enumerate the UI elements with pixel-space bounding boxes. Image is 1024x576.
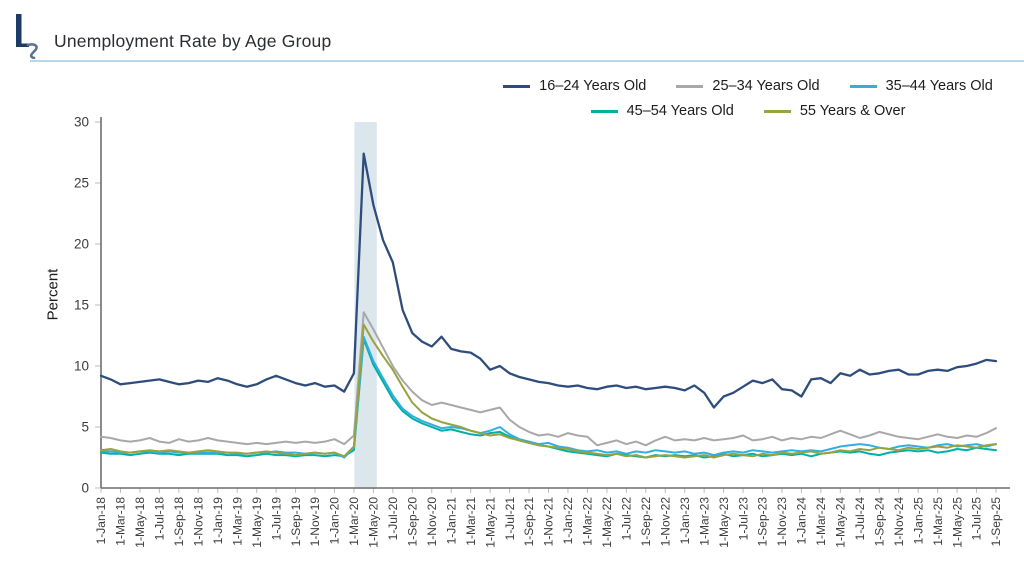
x-tick-label: 1-May-24	[834, 497, 848, 548]
ls-logo-icon	[16, 14, 38, 59]
x-tick-label: 1-Nov-22	[658, 497, 672, 547]
y-axis-title: Percent	[44, 268, 62, 321]
x-tick-label: 1-Mar-21	[464, 497, 478, 546]
x-tick-label: 1-Sep-20	[406, 497, 420, 547]
x-tick-label: 1-Nov-18	[191, 497, 205, 547]
x-tick-label: 1-Mar-24	[814, 497, 828, 546]
x-tick-label: 1-Jan-23	[678, 497, 692, 545]
x-tick-label: 1-Mar-25	[931, 497, 945, 546]
x-tick-label: 1-Sep-18	[172, 497, 186, 547]
x-tick-label: 1-Mar-19	[230, 497, 244, 546]
x-tick-label: 1-Sep-24	[872, 497, 886, 547]
x-tick-label: 1-Jul-24	[853, 497, 867, 541]
x-tick-label: 1-Mar-18	[114, 497, 128, 546]
x-tick-label: 1-Jan-19	[211, 497, 225, 545]
x-tick-label: 1-Mar-23	[697, 497, 711, 546]
y-tick-label: 15	[74, 298, 89, 313]
x-tick-label: 1-Sep-23	[756, 497, 770, 547]
legend-swatch-icon	[676, 84, 704, 88]
x-tick-label: 1-Jul-19	[269, 497, 283, 541]
legend-item: 16–24 Years Old	[503, 78, 646, 94]
legend-item: 55 Years & Over	[763, 103, 906, 119]
x-tick-label: 1-Nov-23	[775, 497, 789, 547]
x-tick-label: 1-Sep-19	[289, 497, 303, 547]
legend-row: 16–24 Years Old 25–34 Years Old 35–44 Year…	[503, 78, 993, 94]
x-tick-label: 1-Nov-20	[425, 497, 439, 547]
x-tick-label: 1-Sep-21	[522, 497, 536, 547]
series-line-45-54-years-old	[100, 338, 997, 459]
legend-label: 16–24 Years Old	[539, 78, 647, 94]
x-tick-label: 1-Sep-22	[639, 497, 653, 547]
x-tick-label: 1-Jan-21	[444, 497, 458, 545]
legend-swatch-icon	[763, 109, 791, 113]
x-tick-label: 1-Jan-20	[328, 497, 342, 545]
x-tick-label: 1-Jan-25	[911, 497, 925, 545]
x-tick-label: 1-May-23	[717, 497, 731, 548]
x-tick-label: 1-Jan-22	[561, 497, 575, 545]
x-tick-label: 1-Jul-18	[153, 497, 167, 541]
page-title: Unemployment Rate by Age Group	[54, 31, 332, 51]
x-tick-label: 1-Mar-20	[347, 497, 361, 546]
x-tick-label: 1-Jul-20	[386, 497, 400, 541]
x-tick-label: 1-May-25	[950, 497, 964, 548]
x-tick-label: 1-May-20	[367, 497, 381, 548]
legend-swatch-icon	[503, 84, 531, 88]
y-tick-label: 30	[74, 115, 89, 130]
legend-label: 25–34 Years Old	[712, 78, 820, 94]
x-tick-label: 1-Nov-24	[892, 497, 906, 547]
x-tick-label: 1-Jul-22	[620, 497, 634, 541]
legend-label: 35–44 Years Old	[885, 78, 993, 94]
x-tick-label: 1-Jul-25	[970, 497, 984, 541]
x-tick-label: 1-Mar-22	[581, 497, 595, 546]
y-tick-label: 10	[74, 359, 89, 374]
y-tick-label: 0	[81, 481, 89, 496]
x-tick-label: 1-May-18	[133, 497, 147, 548]
series-line-25-34-years-old	[100, 311, 997, 447]
x-tick-label: 1-May-19	[250, 497, 264, 548]
header-divider	[30, 60, 1024, 62]
x-tick-label: 1-Nov-21	[542, 497, 556, 547]
chart-legend: 16–24 Years Old 25–34 Years Old 35–44 Year…	[478, 78, 1018, 119]
x-tick-label: 1-May-21	[483, 497, 497, 548]
header: Unemployment Rate by Age Group	[0, 0, 1024, 62]
x-tick-label: 1-Jul-23	[736, 497, 750, 541]
series-line-35-44-years-old	[100, 335, 997, 459]
x-tick-label: 1-May-22	[600, 497, 614, 548]
legend-row: 45–54 Years Old 55 Years & Over	[590, 103, 906, 119]
x-tick-label: 1-Jul-21	[503, 497, 517, 541]
legend-label: 55 Years & Over	[799, 103, 906, 119]
legend-swatch-icon	[849, 84, 877, 88]
legend-label: 45–54 Years Old	[626, 103, 734, 119]
x-tick-label: 1-Nov-19	[308, 497, 322, 547]
legend-swatch-icon	[590, 109, 618, 113]
legend-item: 35–44 Years Old	[849, 78, 993, 94]
series-line-16-24-years-old	[99, 152, 998, 409]
y-tick-label: 25	[74, 176, 89, 191]
y-tick-label: 5	[81, 420, 89, 435]
legend-item: 25–34 Years Old	[676, 78, 820, 94]
legend-item: 45–54 Years Old	[590, 103, 734, 119]
y-tick-label: 20	[74, 237, 89, 252]
x-tick-label: 1-Jan-24	[795, 497, 809, 545]
series-line-55-years-over	[100, 323, 997, 459]
x-tick-label: 1-Jan-18	[94, 497, 108, 545]
x-tick-label: 1-Sep-25	[989, 497, 1003, 547]
